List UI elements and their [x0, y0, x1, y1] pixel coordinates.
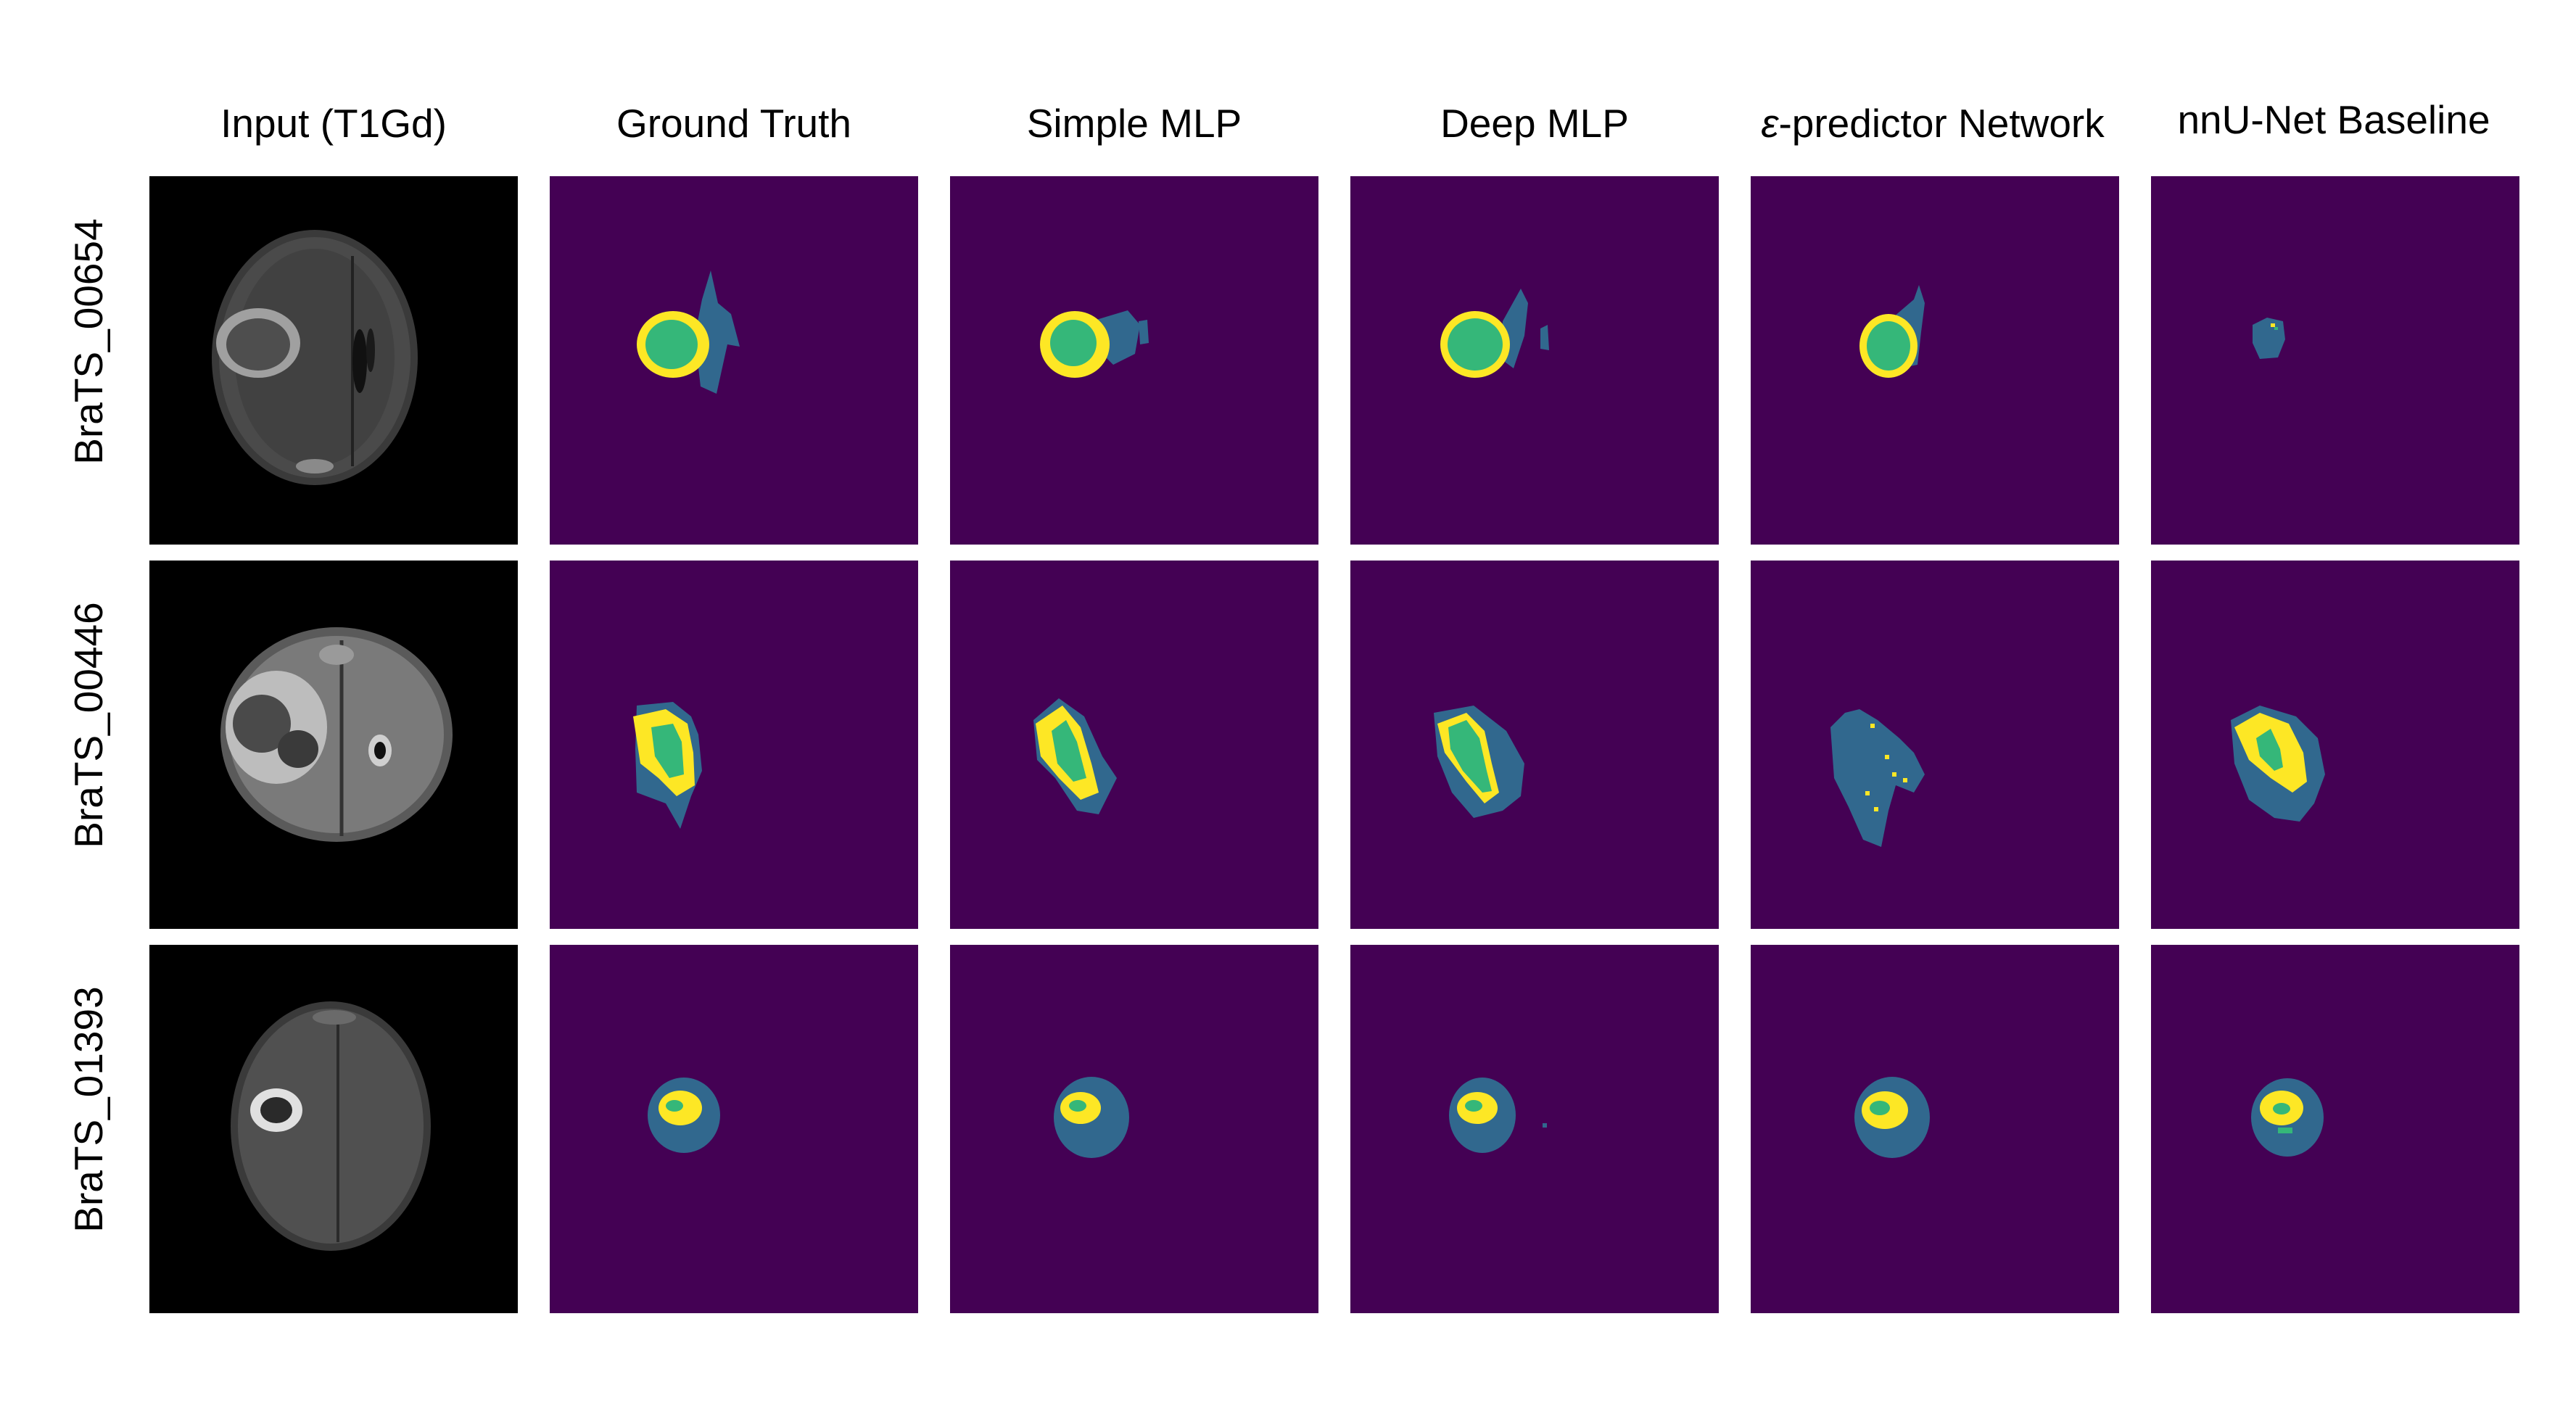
- col-title-eps-predictor: ε-predictor Network: [1744, 94, 2121, 152]
- row-label-brats-00446: BraTS_00446: [66, 602, 111, 848]
- col-title-eps-rest: -predictor Network: [1778, 101, 2105, 146]
- seg-panel-deep-r2: [1350, 561, 1719, 929]
- mri-panel-r3: [149, 945, 518, 1313]
- seg-panel-eps-r1: [1751, 176, 2119, 545]
- seg-panel-gt-r3: [550, 945, 918, 1313]
- seg-panel-gt-r1: [550, 176, 918, 545]
- col-title-deep-mlp: Deep MLP: [1440, 101, 1629, 146]
- row-label-brats-00654: BraTS_00654: [66, 218, 111, 465]
- row-label-brats-01393: BraTS_01393: [66, 986, 111, 1233]
- mri-panel-r1: [149, 176, 518, 545]
- seg-panel-eps-r3: [1751, 945, 2119, 1313]
- seg-panel-deep-r3: [1350, 945, 1719, 1313]
- seg-panel-eps-r2: [1751, 561, 2119, 929]
- seg-panel-gt-r2: [550, 561, 918, 929]
- seg-panel-deep-r1: [1350, 176, 1719, 545]
- seg-panel-simple-r1: [950, 176, 1318, 545]
- seg-panel-simple-r2: [950, 561, 1318, 929]
- seg-panel-nnunet-r3: [2151, 945, 2519, 1313]
- col-title-ground-truth: Ground Truth: [616, 101, 852, 146]
- col-title-input: Input (T1Gd): [220, 101, 447, 146]
- epsilon-symbol: ε: [1761, 101, 1779, 146]
- col-title-simple-mlp: Simple MLP: [1026, 101, 1242, 146]
- mri-panel-r2: [149, 561, 518, 929]
- seg-panel-simple-r3: [950, 945, 1318, 1313]
- col-title-nnunet: nnU-Net Baseline: [2177, 97, 2490, 142]
- seg-panel-nnunet-r1: [2151, 176, 2519, 545]
- seg-panel-nnunet-r2: [2151, 561, 2519, 929]
